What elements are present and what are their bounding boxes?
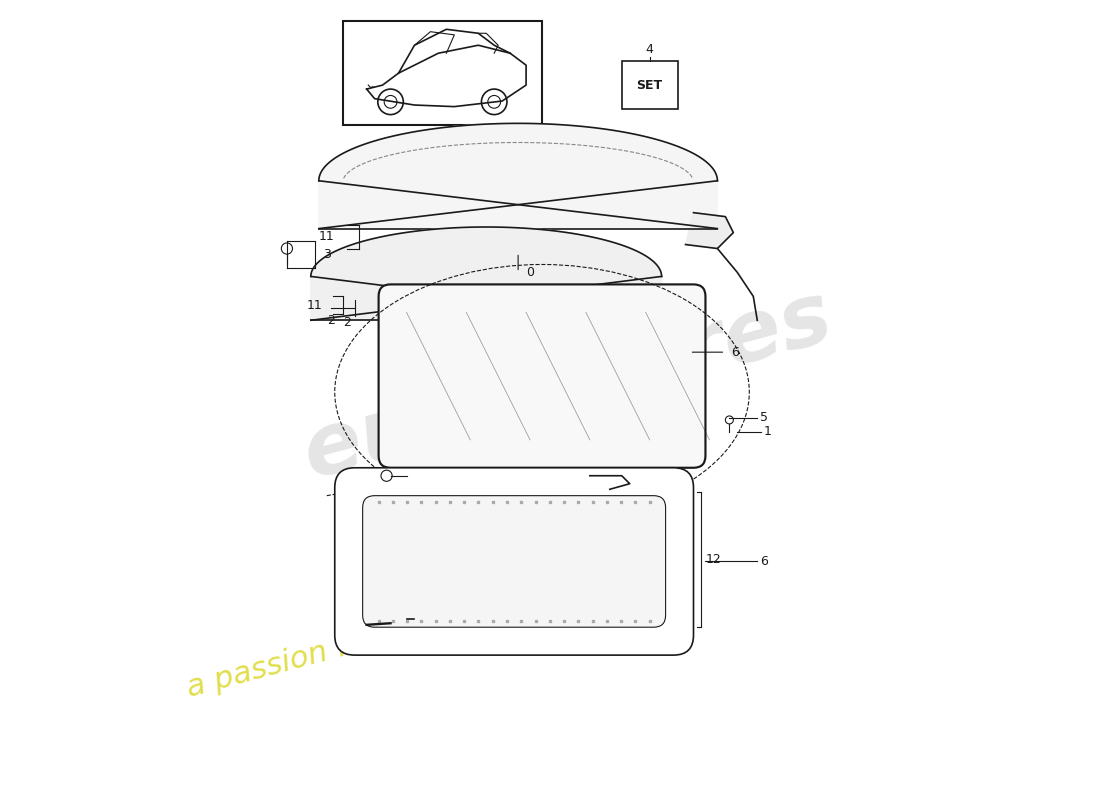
Text: a passion for parts since 1985: a passion for parts since 1985 <box>184 556 636 703</box>
Text: 2: 2 <box>327 314 334 326</box>
Polygon shape <box>319 123 717 229</box>
Text: 6: 6 <box>760 554 768 567</box>
Polygon shape <box>311 227 661 320</box>
Text: 5: 5 <box>760 411 768 424</box>
Text: 11: 11 <box>319 230 334 243</box>
Text: 3: 3 <box>322 249 331 262</box>
Text: 2: 2 <box>343 316 351 329</box>
Polygon shape <box>685 213 734 249</box>
Text: 4: 4 <box>646 42 653 56</box>
FancyBboxPatch shape <box>334 468 693 655</box>
Text: 11: 11 <box>307 298 322 312</box>
Text: eurospares: eurospares <box>295 274 843 496</box>
Text: 0: 0 <box>526 266 535 279</box>
FancyBboxPatch shape <box>363 496 666 627</box>
Text: 6: 6 <box>732 346 739 358</box>
Text: 1: 1 <box>763 426 771 438</box>
Text: SET: SET <box>637 78 662 91</box>
FancyBboxPatch shape <box>343 22 542 125</box>
FancyBboxPatch shape <box>378 285 705 468</box>
FancyBboxPatch shape <box>621 61 678 109</box>
Text: 12: 12 <box>705 553 722 566</box>
